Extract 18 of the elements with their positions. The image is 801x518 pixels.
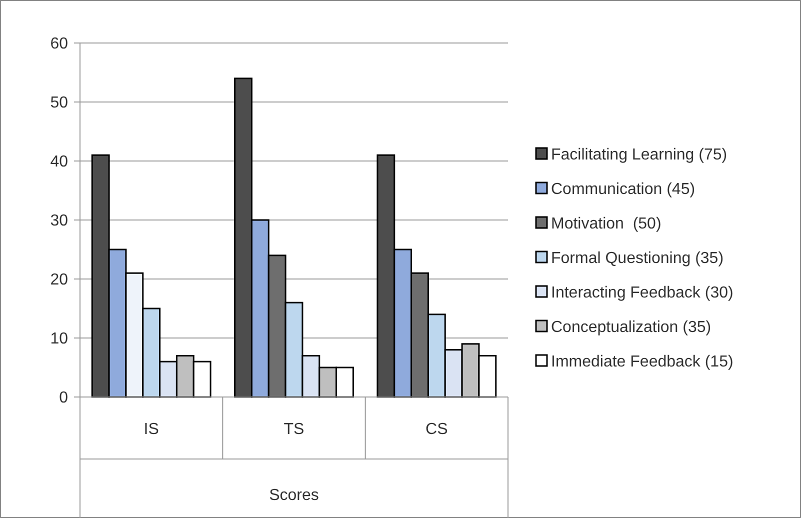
y-tick-label: 20 xyxy=(50,272,68,289)
x-tick-label: CS xyxy=(426,421,448,438)
y-tick-label: 60 xyxy=(50,36,68,53)
x-tick-label: TS xyxy=(284,421,304,438)
y-tick-label: 40 xyxy=(50,154,68,171)
legend-label: Interacting Feedback (30) xyxy=(551,284,734,302)
legend-label: Facilitating Learning (75) xyxy=(551,146,728,164)
x-axis-title: Scores xyxy=(269,487,319,504)
legend-label: Formal Questioning (35) xyxy=(551,250,724,268)
y-tick-label: 10 xyxy=(50,330,68,348)
y-tick-label: 50 xyxy=(50,94,68,112)
y-tick-label: 30 xyxy=(50,212,68,230)
x-tick-label: IS xyxy=(144,421,159,438)
legend-label: Conceptualization (35) xyxy=(551,319,712,336)
legend-label: Communication (45) xyxy=(551,181,696,198)
y-tick-label: 0 xyxy=(59,390,68,407)
legend-label: Immediate Feedback (15) xyxy=(551,354,734,371)
legend-label: Motivation (50) xyxy=(551,216,662,233)
